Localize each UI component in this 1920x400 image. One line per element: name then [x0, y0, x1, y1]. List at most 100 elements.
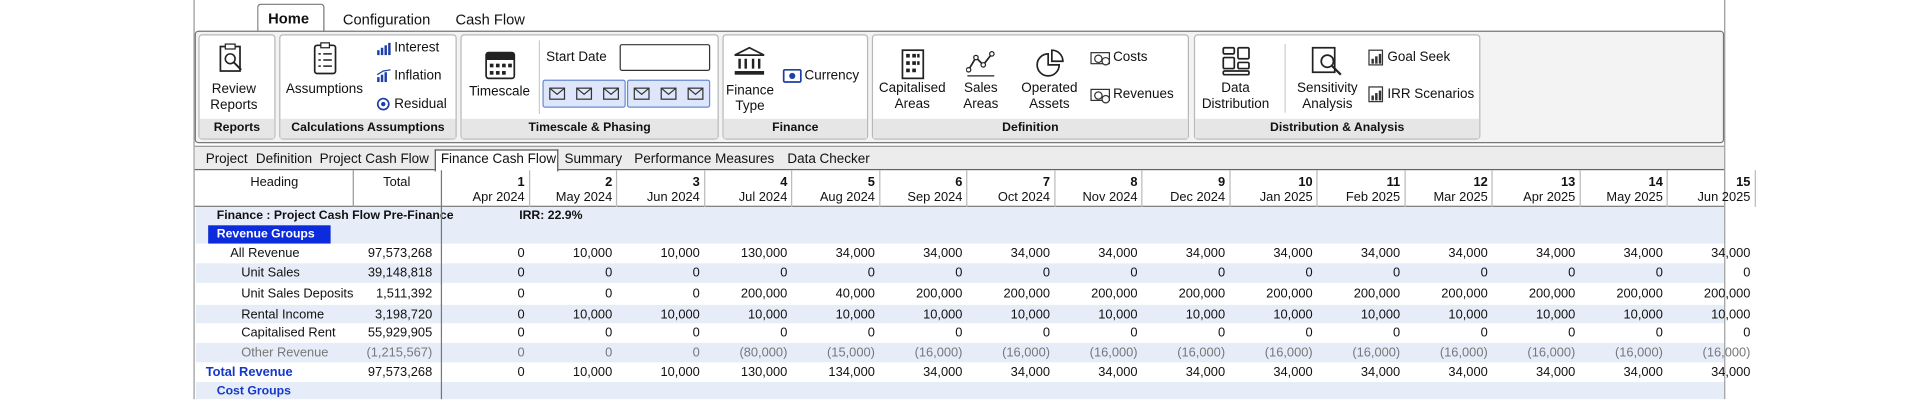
column-divider — [878, 170, 880, 207]
cell-value: 0 — [1042, 325, 1051, 341]
cell-value: 10,000 — [660, 307, 700, 323]
icon — [966, 51, 995, 77]
column-divider — [1578, 170, 1581, 207]
app-tab[interactable]: Configuration — [342, 11, 431, 29]
cell-value: 0 — [605, 345, 613, 361]
date-input[interactable] — [619, 44, 711, 72]
column-divider — [615, 170, 618, 207]
cell-value: 10,000 — [572, 246, 613, 261]
ribbon-group: Definition — [871, 34, 1189, 140]
ribbon-button[interactable]: Data Distribution — [1201, 80, 1270, 112]
cell-value: 200,000 — [1091, 286, 1138, 302]
column-divider — [1491, 170, 1493, 207]
app-tab[interactable]: Home — [268, 9, 309, 27]
cell-value: (16,000) — [914, 345, 963, 361]
icon — [376, 97, 390, 111]
period-date: Aug 2024 — [819, 189, 875, 205]
cell-value: 10,000 — [748, 307, 788, 323]
ribbon-group: Calculations Assumptions — [279, 34, 457, 140]
row-total: (1,215,567) — [366, 345, 433, 361]
sheet-tab[interactable]: Project — [205, 151, 248, 167]
row-label: Unit Sales — [241, 265, 300, 281]
ribbon-button[interactable]: Costs — [1113, 50, 1148, 65]
table-row: All Revenue 97,573,268 0 10,000 10,000 130,00… — [195, 243, 1750, 264]
ribbon-button[interactable]: Inflation — [394, 68, 442, 84]
period-date: Feb 2025 — [1345, 189, 1401, 205]
ribbon-button[interactable]: Sales Areas — [963, 80, 999, 112]
separator — [1284, 44, 1286, 113]
cell-value: 0 — [1393, 265, 1401, 281]
cell-value: (16,000) — [1264, 345, 1313, 361]
column-divider — [1666, 170, 1668, 207]
cell-value: 34,000 — [1273, 364, 1313, 380]
period-date: Apr 2024 — [472, 189, 525, 205]
cell-value: 0 — [517, 246, 525, 261]
group-label: Reports — [199, 118, 275, 139]
ribbon-button[interactable]: Currency — [804, 68, 860, 84]
period-number: 14 — [1648, 175, 1663, 190]
column-divider — [966, 170, 968, 207]
ribbon-button[interactable]: Operated Assets — [1021, 80, 1078, 112]
cell-value: 34,000 — [1010, 246, 1051, 261]
column-divider — [1316, 170, 1318, 207]
cell-value: 200,000 — [1528, 286, 1576, 302]
cell-value: (16,000) — [1352, 345, 1401, 361]
period-date: Sep 2024 — [907, 189, 963, 205]
period-date: Apr 2025 — [1523, 189, 1576, 205]
ribbon-button[interactable]: Revenues — [1113, 86, 1174, 102]
cell-value: 10,000 — [1711, 307, 1751, 323]
table-row: Rental Income 3,198,720 0 10,000 10,000 10,00… — [195, 304, 1750, 325]
cell-value: 0 — [955, 265, 963, 281]
sheet-tab[interactable]: Finance Cash Flow — [440, 151, 557, 167]
ribbon-button[interactable]: Sensitivity Analysis — [1297, 80, 1358, 112]
cell-value: 0 — [1217, 265, 1226, 281]
cell-value: 0 — [692, 345, 700, 361]
sheet-tab[interactable]: Summary — [564, 151, 623, 167]
period-number: 3 — [692, 175, 700, 190]
ribbon-button[interactable]: Review Reports — [210, 82, 258, 113]
section-header: Cost Groups — [216, 384, 291, 398]
period-number: 1 — [517, 175, 525, 190]
column-divider — [1228, 170, 1231, 207]
cell-value: (15,000) — [827, 345, 875, 361]
cell-value: 0 — [780, 265, 788, 281]
section-header: Revenue Groups — [208, 225, 331, 244]
cell-value: 10,000 — [1010, 307, 1051, 323]
cell-value: 34,000 — [1623, 246, 1663, 261]
period-date: May 2025 — [1606, 189, 1663, 205]
ribbon-button[interactable]: Goal Seek — [1387, 50, 1451, 65]
period-number: 2 — [605, 175, 613, 190]
cell-value: 10,000 — [1185, 307, 1226, 323]
period-date: May 2024 — [555, 189, 613, 205]
ribbon-button[interactable]: IRR Scenarios — [1387, 86, 1475, 102]
table-header — [194, 170, 1725, 207]
table-row: Total Revenue 97,573,268 0 10,000 10,000 130,… — [195, 362, 1750, 383]
cell-value: 34,000 — [1273, 246, 1313, 261]
cell-value: 0 — [692, 265, 700, 281]
ribbon-button[interactable]: Assumptions — [285, 82, 364, 97]
icon — [1222, 46, 1250, 76]
ribbon-button[interactable]: Capitalised Areas — [878, 80, 946, 112]
icon — [1368, 86, 1384, 103]
ribbon-button[interactable]: Interest — [394, 40, 440, 56]
period-number: 13 — [1561, 175, 1576, 190]
sheet-tab[interactable]: Project Cash Flow — [319, 151, 429, 167]
period-number: 8 — [1130, 175, 1138, 190]
ribbon-button[interactable]: Finance Type — [726, 83, 774, 114]
app-tab[interactable]: Cash Flow — [455, 11, 525, 29]
cell-value: 34,000 — [1360, 246, 1401, 261]
cell-value: 0 — [1305, 325, 1313, 341]
cell-value: 200,000 — [1703, 286, 1751, 302]
ribbon-button[interactable]: Timescale — [469, 84, 531, 100]
ribbon-button[interactable]: Residual — [394, 96, 447, 112]
sheet-tab[interactable]: Data Checker — [787, 151, 870, 167]
row-total: 55,929,905 — [367, 325, 433, 341]
sheet-tab[interactable]: Performance Measures — [634, 151, 775, 167]
sheet-tab[interactable]: Definition — [255, 151, 313, 167]
cell-value: 0 — [1305, 265, 1313, 281]
icon — [734, 46, 765, 75]
cell-value: 34,000 — [835, 246, 875, 261]
cell-value: 0 — [605, 325, 613, 341]
cell-value: 34,000 — [923, 246, 963, 261]
